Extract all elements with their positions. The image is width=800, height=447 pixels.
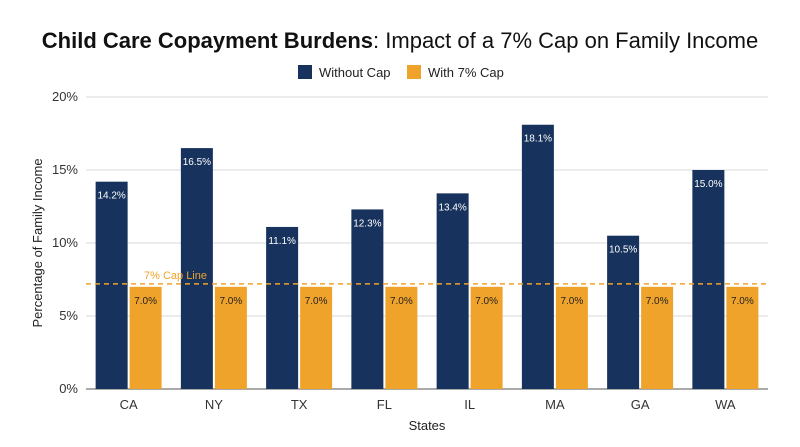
bar-with-cap — [555, 286, 588, 389]
x-tick-label: TX — [291, 397, 308, 412]
y-axis-ticks: 0% 5% 10% 15% 20% — [52, 89, 78, 396]
chart-title-rest: : Impact of a 7% Cap on Family Income — [373, 28, 758, 53]
y-tick-label: 10% — [52, 235, 78, 250]
bar-value-label: 12.3% — [353, 218, 381, 229]
bar-with-cap — [385, 286, 418, 389]
bar-with-cap — [129, 286, 162, 389]
bar-value-label: 16.5% — [183, 157, 211, 168]
x-axis-label: States — [409, 418, 446, 433]
y-tick-label: 0% — [59, 381, 78, 396]
legend-label: Without Cap — [319, 65, 391, 80]
bar-with-cap — [641, 286, 674, 389]
bar-without-cap — [607, 235, 640, 389]
y-tick-label: 20% — [52, 89, 78, 104]
cap-reference-label: 7% Cap Line — [144, 270, 207, 282]
bar-value-label: 14.2% — [97, 191, 125, 202]
legend-label: With 7% Cap — [428, 65, 504, 80]
bar-with-cap — [470, 286, 503, 389]
bar-value-label: 7.0% — [219, 296, 242, 307]
x-tick-label: GA — [631, 397, 650, 412]
bar-with-cap — [300, 286, 333, 389]
x-tick-label: MA — [545, 397, 565, 412]
legend-with-cap: With 7% Cap — [407, 65, 504, 80]
bar-without-cap — [692, 170, 725, 389]
bar-value-label: 7.0% — [134, 296, 157, 307]
bar-without-cap — [180, 148, 213, 389]
x-tick-label: CA — [120, 397, 138, 412]
bar-without-cap — [95, 181, 128, 389]
bar-value-label: 7.0% — [305, 296, 328, 307]
legend-swatch — [298, 65, 312, 79]
x-tick-label: WA — [715, 397, 736, 412]
bar-without-cap — [266, 226, 299, 389]
x-tick-label: NY — [205, 397, 223, 412]
y-tick-label: 5% — [59, 308, 78, 323]
bar-value-label: 13.4% — [438, 202, 466, 213]
legend-swatch — [407, 65, 421, 79]
bar-value-label: 15.0% — [694, 179, 722, 190]
y-tick-label: 15% — [52, 162, 78, 177]
legend: Without Cap With 7% Cap — [298, 65, 504, 80]
bar-without-cap — [436, 193, 469, 389]
y-axis-label: Percentage of Family Income — [30, 158, 45, 327]
bar-without-cap — [351, 209, 384, 389]
bar-value-label: 18.1% — [524, 134, 552, 145]
bar-value-label: 7.0% — [475, 296, 498, 307]
bar-value-label: 11.1% — [268, 236, 296, 247]
bar-with-cap — [214, 286, 247, 389]
bar-value-label: 7.0% — [646, 296, 669, 307]
bar-value-label: 7.0% — [390, 296, 413, 307]
legend-without-cap: Without Cap — [298, 65, 391, 80]
x-axis-ticks: CA NY TX FL IL MA GA WA — [120, 397, 736, 412]
bar-value-label: 7.0% — [731, 296, 754, 307]
chart-title-bold: Child Care Copayment Burdens — [42, 28, 373, 53]
reference-line-group: 7% Cap Line — [86, 270, 768, 285]
x-tick-label: IL — [464, 397, 475, 412]
bar-without-cap — [521, 124, 554, 390]
bar-with-cap — [726, 286, 759, 389]
chart-title: Child Care Copayment Burdens: Impact of … — [42, 28, 758, 53]
bars: 14.2% 7.0% 16.5% 7.0% 11.1% 7.0% 12.3% 7.0% 13.4… — [95, 124, 759, 390]
bar-value-label: 10.5% — [609, 245, 637, 256]
x-tick-label: FL — [377, 397, 392, 412]
bar-value-label: 7.0% — [560, 296, 583, 307]
